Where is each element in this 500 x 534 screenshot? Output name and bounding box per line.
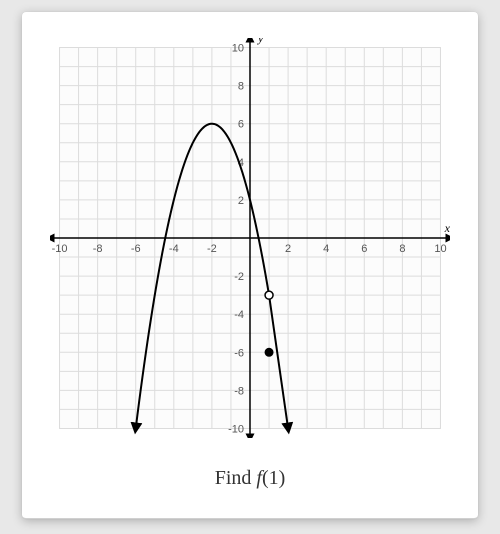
- svg-text:6: 6: [361, 243, 367, 255]
- problem-card: -10-8-6-4-2246810-10-8-6-4-2246810xy Fin…: [22, 12, 478, 519]
- prompt-arg: (1): [262, 467, 285, 489]
- chart-area: -10-8-6-4-2246810-10-8-6-4-2246810xy: [50, 38, 450, 438]
- svg-text:-8: -8: [234, 385, 244, 397]
- svg-text:10: 10: [434, 243, 446, 255]
- svg-text:-4: -4: [169, 243, 179, 255]
- svg-text:-2: -2: [234, 271, 244, 283]
- svg-text:8: 8: [238, 81, 244, 93]
- function-chart: -10-8-6-4-2246810-10-8-6-4-2246810xy: [50, 38, 450, 438]
- svg-text:2: 2: [238, 195, 244, 207]
- prompt-prefix: Find: [215, 467, 257, 489]
- svg-text:2: 2: [285, 243, 291, 255]
- svg-text:10: 10: [232, 43, 244, 55]
- svg-text:-6: -6: [234, 347, 244, 359]
- svg-text:-10: -10: [52, 243, 68, 255]
- svg-text:y: y: [257, 38, 264, 45]
- svg-text:-8: -8: [93, 243, 103, 255]
- svg-text:-4: -4: [234, 309, 244, 321]
- svg-text:4: 4: [323, 243, 329, 255]
- svg-text:-10: -10: [228, 423, 244, 435]
- svg-text:6: 6: [238, 119, 244, 131]
- svg-text:8: 8: [399, 243, 405, 255]
- svg-text:-2: -2: [207, 243, 217, 255]
- prompt-text: Find f(1): [22, 467, 478, 490]
- svg-text:x: x: [444, 221, 450, 235]
- svg-text:-6: -6: [131, 243, 141, 255]
